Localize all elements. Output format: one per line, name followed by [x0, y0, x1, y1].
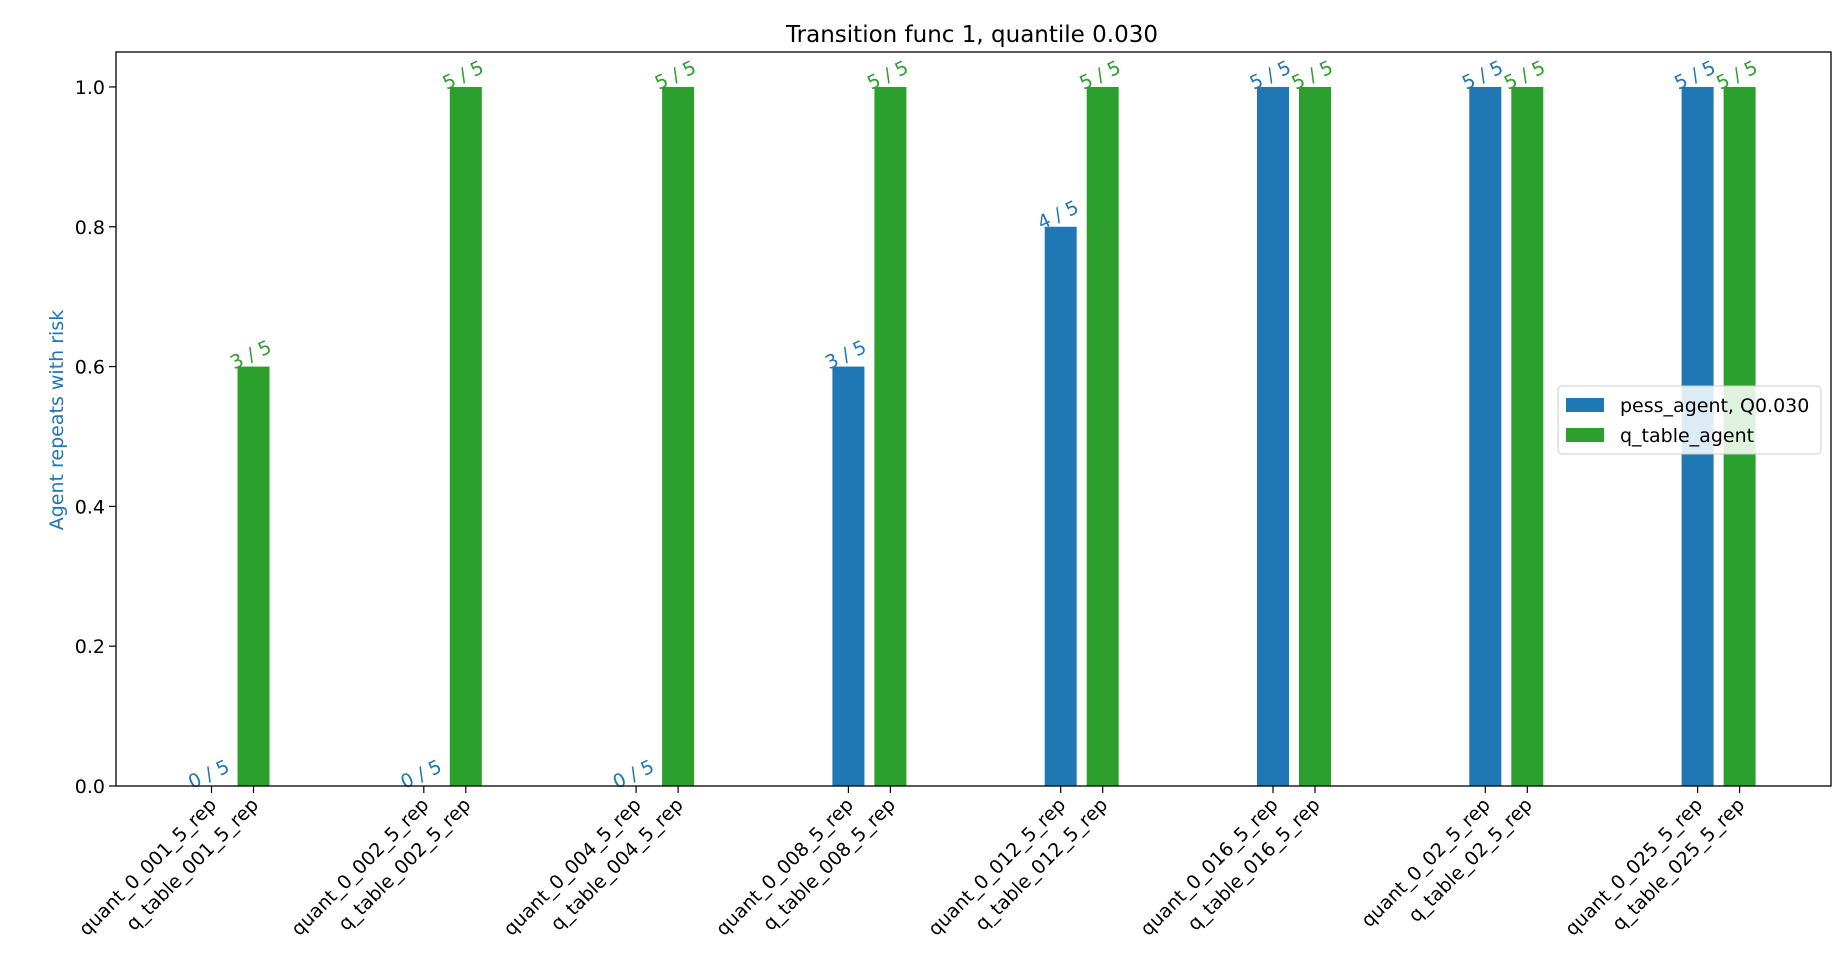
data-label: 0 / 5: [610, 756, 658, 794]
legend: pess_agent, Q0.030 q_table_agent: [1557, 385, 1822, 455]
bar-pess-agent: [1044, 226, 1077, 786]
bar-q-table-agent: [662, 86, 695, 786]
bar-pess-agent: [1257, 86, 1289, 786]
legend-label: pess_agent, Q0.030: [1620, 395, 1809, 417]
bar-pess-agent: [832, 366, 865, 786]
y-axis-label: Agent repeats with risk: [46, 310, 68, 531]
y-tick-label: 0.6: [75, 357, 105, 379]
legend-swatch: [1566, 398, 1604, 412]
legend-box: [1557, 385, 1822, 455]
chart-title: Transition func 1, quantile 0.030: [785, 22, 1158, 48]
legend-swatch: [1566, 428, 1604, 442]
bar-q-table-agent: [874, 86, 907, 786]
data-label: 0 / 5: [397, 756, 445, 794]
plot-frame: [115, 51, 1832, 787]
legend-label: q_table_agent: [1620, 425, 1754, 447]
bar-q-table-agent: [1086, 86, 1119, 786]
bar-q-table-agent: [1299, 86, 1331, 786]
y-axis: 0.0 0.2 0.4 0.6 0.8 1.0: [75, 77, 116, 798]
data-label: 0 / 5: [185, 756, 233, 794]
y-tick-label: 0.4: [75, 496, 105, 518]
y-tick-label: 0.8: [75, 217, 105, 239]
y-tick-label: 1.0: [75, 77, 105, 99]
y-tick-label: 0.0: [75, 776, 105, 798]
y-tick-label: 0.2: [75, 636, 105, 658]
bar-q-table-agent: [237, 366, 270, 786]
bar-q-table-agent: [1511, 86, 1544, 786]
bar-pess-agent: [1469, 86, 1502, 786]
bar-q-table-agent: [449, 86, 482, 786]
plot-area: 0 / 53 / 50 / 55 / 50 / 55 / 53 / 55 / 5…: [185, 57, 1761, 794]
